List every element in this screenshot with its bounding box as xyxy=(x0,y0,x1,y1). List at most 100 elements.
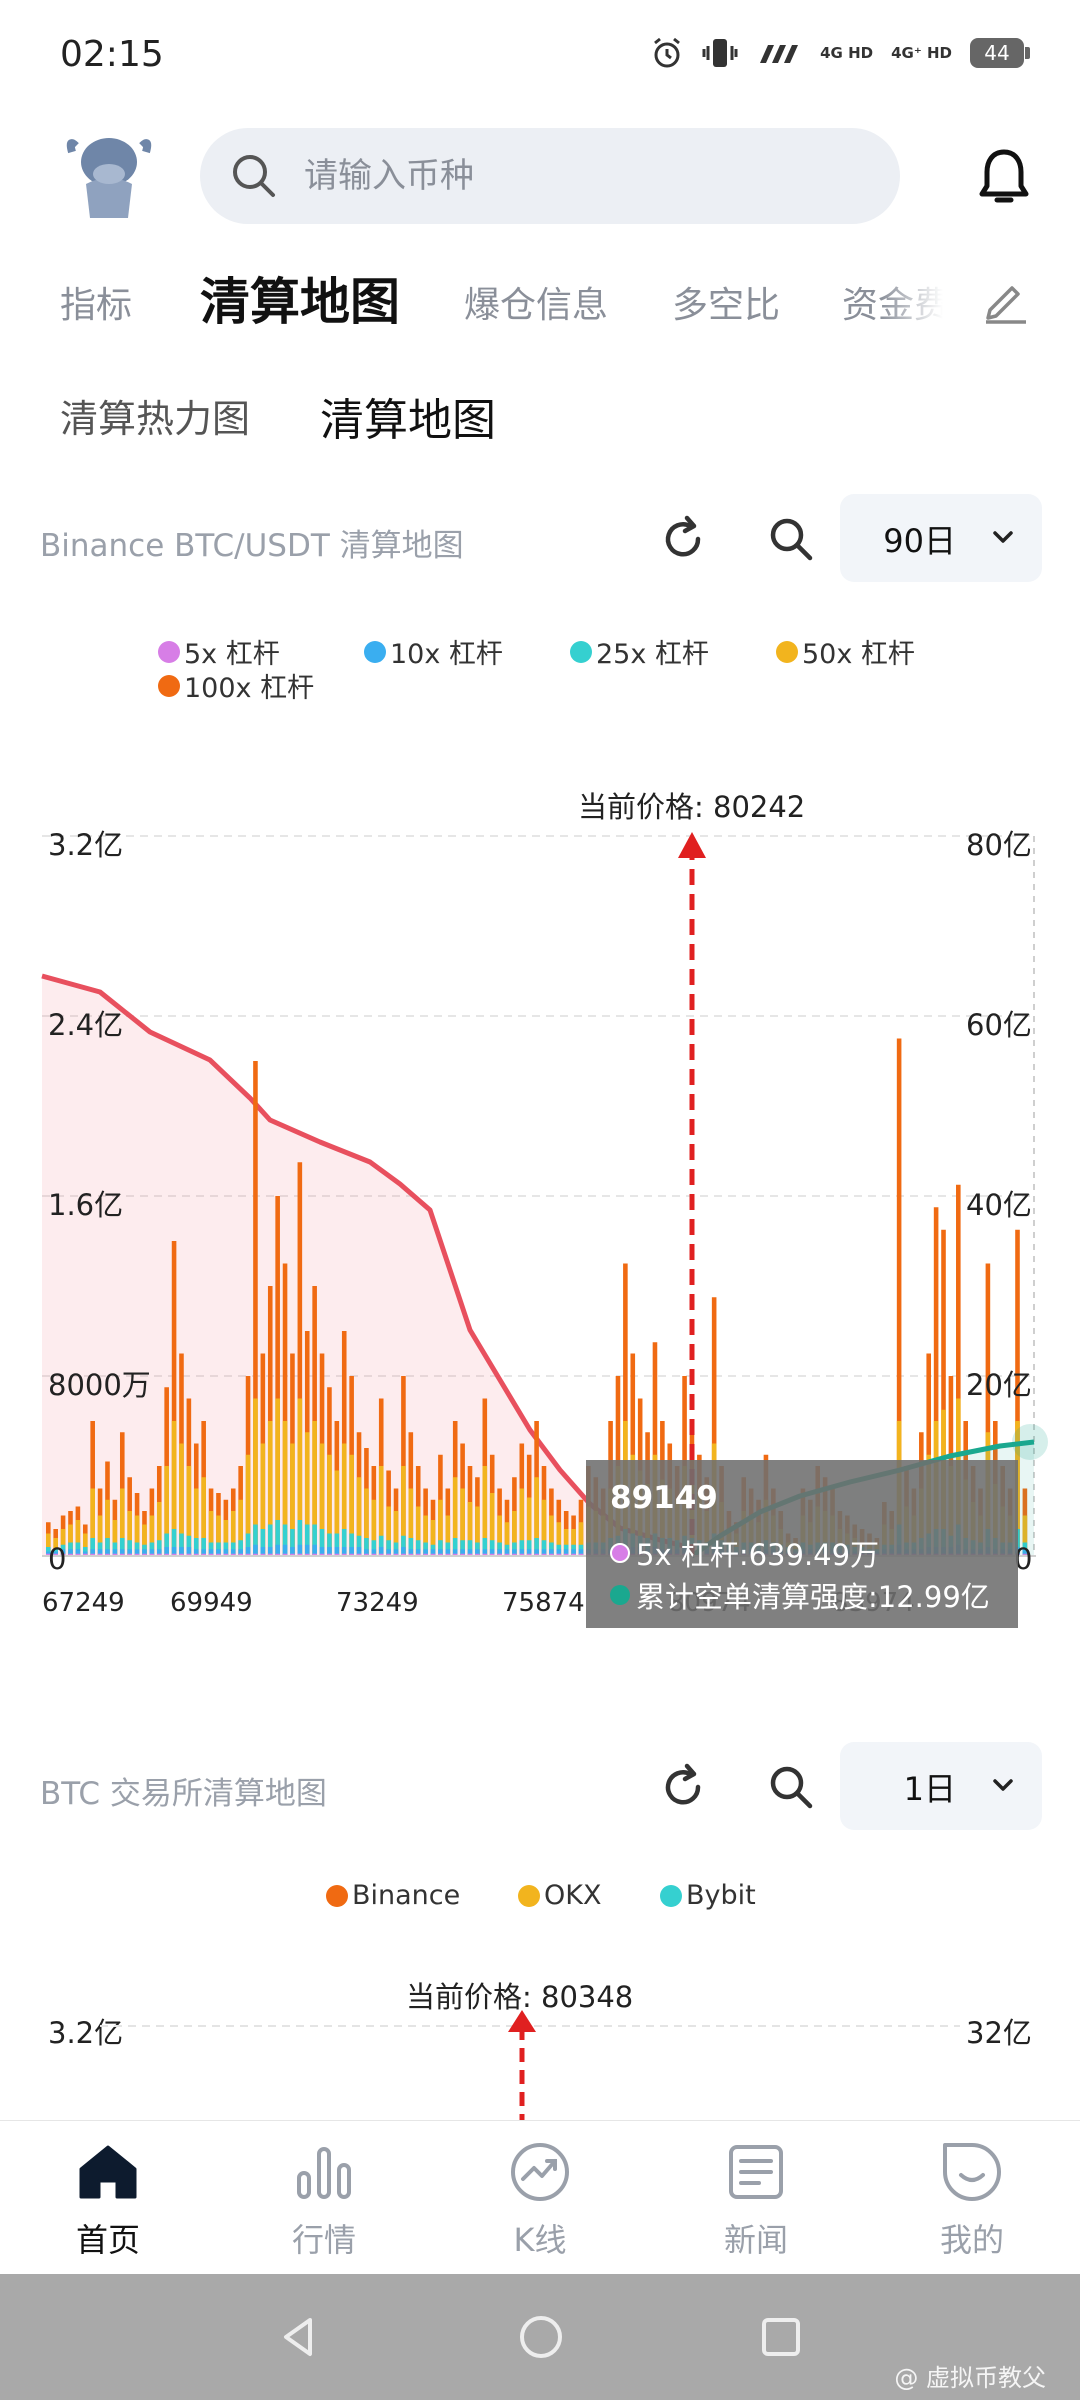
legend-binance[interactable]: Binance xyxy=(326,1880,460,1911)
bar-2 xyxy=(201,1538,206,1556)
legend-25x[interactable]: 25x 杠杆 xyxy=(570,632,709,671)
bar-4 xyxy=(304,1553,310,1556)
bar-3 xyxy=(534,1549,539,1556)
refresh-icon[interactable] xyxy=(658,514,708,564)
back-icon[interactable] xyxy=(276,2314,322,2360)
bar-2 xyxy=(312,1524,317,1556)
y-left-tick: 2.4亿 xyxy=(48,1008,124,1042)
bar-3 xyxy=(253,1544,258,1556)
subtab-heatmap[interactable]: 清算热力图 xyxy=(60,397,251,441)
bar-4 xyxy=(208,1553,214,1556)
bar-4 xyxy=(512,1553,517,1556)
bar-3 xyxy=(60,1549,66,1556)
bar-4 xyxy=(386,1553,391,1556)
notification-bell-icon[interactable] xyxy=(978,146,1030,208)
tab-liquidation-map[interactable]: 清算地图 xyxy=(200,273,400,331)
bar-1 xyxy=(238,1499,243,1556)
search-box[interactable] xyxy=(200,128,900,224)
bar-4 xyxy=(438,1553,443,1556)
bar-0 xyxy=(623,1263,628,1556)
nav-profile[interactable]: 我的 xyxy=(892,2139,1052,2269)
bar-3 xyxy=(230,1549,236,1556)
nav-label: 首页 xyxy=(75,2221,140,2259)
bar-3 xyxy=(512,1549,517,1556)
bar-1 xyxy=(245,1454,251,1556)
current-price-label: 当前价格: 80242 xyxy=(578,790,806,824)
legend-50x[interactable]: 50x 杠杆 xyxy=(776,632,915,671)
y-left-tick: 0 xyxy=(48,1542,67,1576)
tooltip-dot xyxy=(610,1543,630,1563)
network-indicator-1: 4G HD xyxy=(820,44,874,62)
legend-okx[interactable]: OKX xyxy=(518,1880,601,1911)
nav-market[interactable]: 行情 xyxy=(244,2139,404,2269)
home-icon xyxy=(79,2145,137,2199)
tab-indicators[interactable]: 指标 xyxy=(60,285,133,326)
period-select-1d[interactable]: 1日 xyxy=(840,1742,1042,1830)
bar-4 xyxy=(105,1553,110,1556)
legend-dot xyxy=(158,640,180,663)
subtab-liquidation-map[interactable]: 清算地图 xyxy=(320,395,496,446)
bar-3 xyxy=(267,1547,273,1556)
search-input[interactable] xyxy=(304,146,864,206)
bar-4 xyxy=(53,1553,58,1556)
legend-label: 5x 杠杆 xyxy=(184,639,280,670)
avatar[interactable] xyxy=(66,132,152,222)
bar-4 xyxy=(238,1553,243,1556)
zoom-icon[interactable] xyxy=(766,1762,816,1812)
legend-5x[interactable]: 5x 杠杆 xyxy=(158,632,280,671)
bar-4 xyxy=(90,1553,95,1556)
nav-news[interactable]: 新闻 xyxy=(676,2139,836,2269)
period-value: 90日 xyxy=(883,522,956,560)
y-right-tick: 40亿 xyxy=(966,1188,1032,1222)
bar-2 xyxy=(304,1524,310,1556)
edit-icon[interactable] xyxy=(980,274,1030,324)
bar-1 xyxy=(127,1511,132,1556)
bar-1 xyxy=(164,1466,169,1556)
zoom-icon[interactable] xyxy=(766,514,816,564)
bar-1 xyxy=(304,1432,310,1556)
bar-1 xyxy=(53,1538,58,1556)
tab-liquidation-info[interactable]: 爆仓信息 xyxy=(464,285,609,326)
nav-label: K线 xyxy=(513,2221,567,2259)
home-circle-icon[interactable] xyxy=(518,2314,564,2360)
bar-3 xyxy=(112,1549,118,1556)
bar-4 xyxy=(556,1553,562,1556)
tab-long-short-ratio[interactable]: 多空比 xyxy=(672,285,781,326)
bar-4 xyxy=(216,1553,221,1556)
bar-4 xyxy=(534,1553,539,1556)
bar-1 xyxy=(482,1466,488,1556)
bar-2 xyxy=(467,1540,473,1556)
bar-3 xyxy=(378,1547,384,1556)
nav-home[interactable]: 首页 xyxy=(28,2139,188,2269)
bar-4 xyxy=(186,1553,192,1556)
legend-10x[interactable]: 10x 杠杆 xyxy=(364,632,503,671)
bar-2 xyxy=(275,1520,280,1556)
current-price-arrow xyxy=(508,2010,536,2032)
legend-label: 100x 杠杆 xyxy=(184,673,315,704)
bar-1 xyxy=(334,1470,340,1556)
bar-3 xyxy=(97,1549,103,1556)
bar-4 xyxy=(319,1553,325,1556)
bar-1 xyxy=(171,1421,177,1556)
bar-1 xyxy=(445,1515,451,1556)
bar-1 xyxy=(349,1454,354,1556)
tooltip-dot xyxy=(610,1585,630,1605)
legend-100x[interactable]: 100x 杠杆 xyxy=(158,666,314,705)
bar-2 xyxy=(401,1535,406,1556)
bar-4 xyxy=(134,1553,140,1556)
period-select-90d[interactable]: 90日 xyxy=(840,494,1042,582)
exchange-liquidation-chart[interactable] xyxy=(0,1980,1080,2120)
bar-1 xyxy=(82,1533,88,1556)
bar-4 xyxy=(142,1553,147,1556)
nav-kline[interactable]: K线 xyxy=(460,2139,620,2269)
bar-3 xyxy=(356,1547,362,1556)
bar-3 xyxy=(297,1544,303,1556)
bar-1 xyxy=(119,1488,125,1556)
y-left-tick: 8000万 xyxy=(48,1368,151,1402)
bar-3 xyxy=(571,1549,576,1556)
bar-0 xyxy=(171,1241,177,1556)
refresh-icon[interactable] xyxy=(658,1762,708,1812)
recents-icon[interactable] xyxy=(758,2314,804,2360)
legend-bybit[interactable]: Bybit xyxy=(660,1880,756,1911)
bar-1 xyxy=(571,1529,576,1556)
